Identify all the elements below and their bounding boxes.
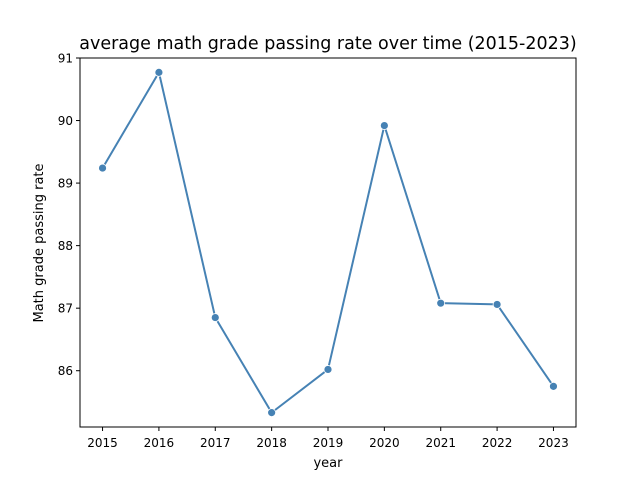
data-point (267, 408, 277, 418)
data-point (549, 381, 558, 391)
series-line (101, 71, 555, 414)
y-tick-label: 88 (58, 239, 73, 253)
data-point (210, 313, 220, 322)
y-tick-label: 90 (58, 114, 73, 128)
chart-title: average math grade passing rate over tim… (79, 34, 577, 54)
data-point (379, 121, 389, 130)
data-point (154, 67, 164, 77)
y-tick-label: 87 (58, 302, 73, 316)
x-tick-label: 2021 (425, 436, 456, 450)
x-axis-label: year (313, 456, 343, 471)
y-tick-label: 86 (58, 364, 73, 378)
x-tick-label: 2016 (144, 436, 175, 450)
x-tick-label: 2020 (369, 436, 400, 450)
data-point (436, 298, 446, 308)
x-tick-label: 2017 (200, 436, 231, 450)
plot-marks: 2015 2016 2017 2018 2019 2020 2021 2022 2023 86 87… (58, 52, 569, 451)
data-point (98, 163, 107, 173)
x-tick-label: 2015 (87, 436, 118, 450)
plot-frame (79, 57, 577, 428)
y-tick-label: 91 (58, 52, 73, 66)
x-tick-label: 2022 (482, 436, 513, 450)
x-tick-label: 2023 (538, 436, 569, 450)
x-tick-label: 2018 (256, 436, 287, 450)
data-point (323, 365, 333, 374)
y-axis-label: Math grade passing rate (32, 163, 47, 322)
x-tick-label: 2019 (313, 436, 344, 450)
y-tick-label: 89 (58, 177, 73, 191)
data-point (492, 300, 502, 309)
